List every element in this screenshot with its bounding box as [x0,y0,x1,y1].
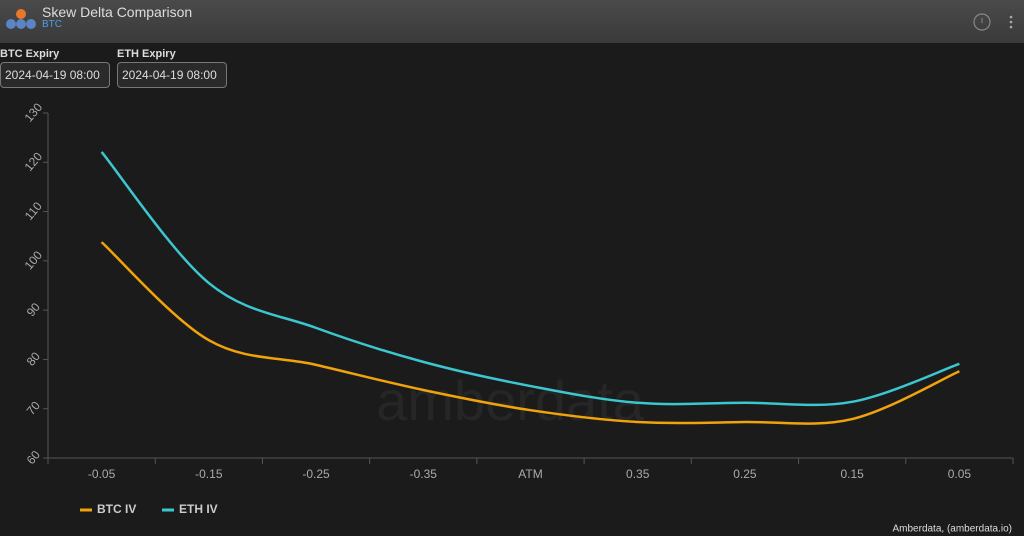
date-input[interactable]: 2024-04-19 08:00 [117,62,227,88]
subtitle: BTC [42,19,62,30]
eth-expiry: ETH Expiry 2024-04-19 08:00 [117,48,227,88]
legend-label: BTC IV [97,502,136,516]
y-tick-label: 70 [24,398,44,417]
x-tick-label: 0.15 [840,467,864,481]
header: Skew Delta Comparison BTC [0,0,1024,43]
control-label: ETH Expiry [117,48,176,60]
date-input[interactable]: 2024-04-19 08:00 [0,62,110,88]
x-tick-label: -0.05 [88,467,116,481]
x-tick-label: ATM [518,467,542,481]
y-tick-label: 80 [24,349,44,368]
x-tick-label: 0.05 [948,467,972,481]
y-tick-label: 90 [24,300,44,319]
x-tick-label: 0.35 [626,467,650,481]
x-tick-label: -0.15 [195,467,223,481]
x-tick-label: 0.25 [733,467,757,481]
watermark: amberdata [376,369,645,432]
legend-label: ETH IV [179,502,218,516]
line [100,151,960,407]
control-label: BTC Expiry [0,48,60,60]
line [100,241,960,425]
x-tick-label: -0.35 [410,467,438,481]
y-tick-label: 60 [24,448,44,467]
x-tick-label: -0.25 [302,467,330,481]
y-tick-label: 110 [22,199,45,223]
header-icons[interactable] [970,10,1020,34]
logo [6,9,36,29]
y-tick-label: 120 [22,149,46,174]
credit: Amberdata, (amberdata.io) [892,524,1012,535]
title: Skew Delta Comparison [42,4,193,20]
y-tick-label: 130 [22,100,46,125]
btc-expiry: BTC Expiry 2024-04-19 08:00 [0,48,110,88]
y-tick-label: 100 [22,248,46,273]
